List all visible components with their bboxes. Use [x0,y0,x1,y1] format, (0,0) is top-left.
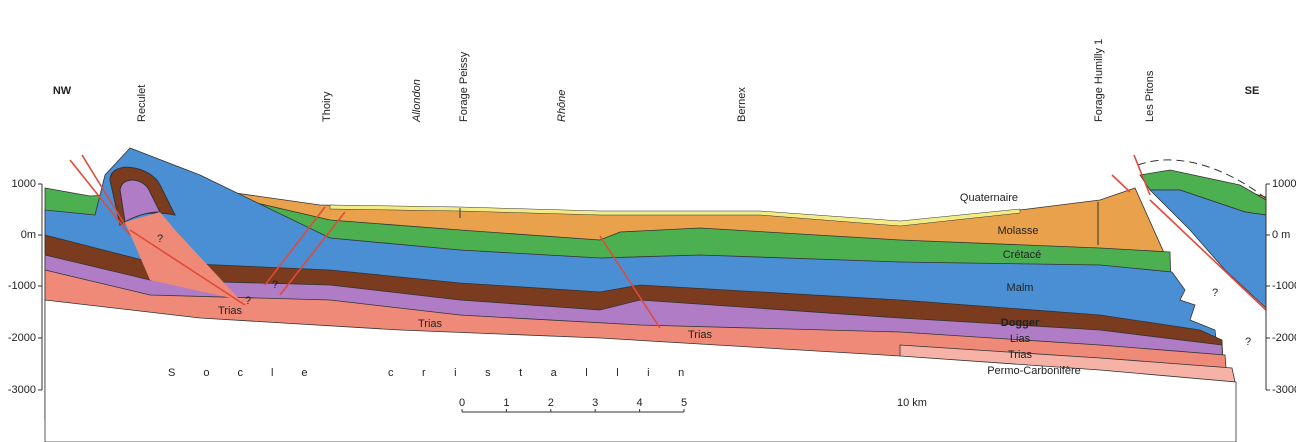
axis-label: -3000 [1272,384,1296,396]
locality-label: Rhône [556,90,568,122]
trias-label: Trias [688,329,713,341]
trias-label: Trias [218,305,243,317]
axis-label: -2000 [8,332,36,344]
basement-word: Socle [168,367,336,379]
question-mark: ? [1212,287,1218,299]
layer-label: Molasse [998,225,1039,237]
axis-label: 1000 [1272,178,1296,190]
header-left: NW [53,85,72,97]
layer-label: Dogger [1001,317,1040,329]
layer-label: Crétacé [1003,249,1042,261]
scale-label: 1 [503,397,509,409]
layer-label: Trias [1008,349,1033,361]
question-mark: ? [157,233,163,245]
locality-label: Bernex [736,87,748,122]
trias-label: Trias [418,318,443,330]
scale-label: 3 [592,397,598,409]
axis-label: -3000 [8,384,36,396]
locality-label: Les Pitons [1144,70,1156,122]
axis-label: 0 m [1272,229,1290,241]
question-mark: ? [245,295,251,307]
layer-label: Quaternaire [960,192,1018,204]
header-right: SE [1245,85,1260,97]
axis-label: 1000 [12,178,36,190]
scale-label: 4 [637,397,643,409]
axis-label: -1000 [1272,280,1296,292]
locality-label: Allondon [411,79,423,123]
basement-word: cristallin [388,367,713,379]
scale-label: 5 [681,397,687,409]
scale-label: 2 [548,397,554,409]
layer-label: Malm [1007,282,1034,294]
axis-label: 0m [21,229,36,241]
axis-label: -2000 [1272,332,1296,344]
locality-label: Forage Humilly 1 [1093,39,1105,122]
question-mark: ? [272,279,278,291]
scale-label: 0 [459,397,465,409]
layer-label: Permo-Carbonifère [987,365,1081,377]
locality-label: Thoiry [321,91,333,122]
layer-label: Lias [1010,333,1031,345]
locality-label: Reculet [136,85,148,122]
cross-section: NW SE Reculet Thoiry Allondon Forage Peissy Rh… [0,0,1296,442]
axis-label: -1000 [8,280,36,292]
scale-label: 10 km [897,397,927,409]
question-mark: ? [1245,336,1251,348]
locality-label: Forage Peissy [458,51,470,122]
